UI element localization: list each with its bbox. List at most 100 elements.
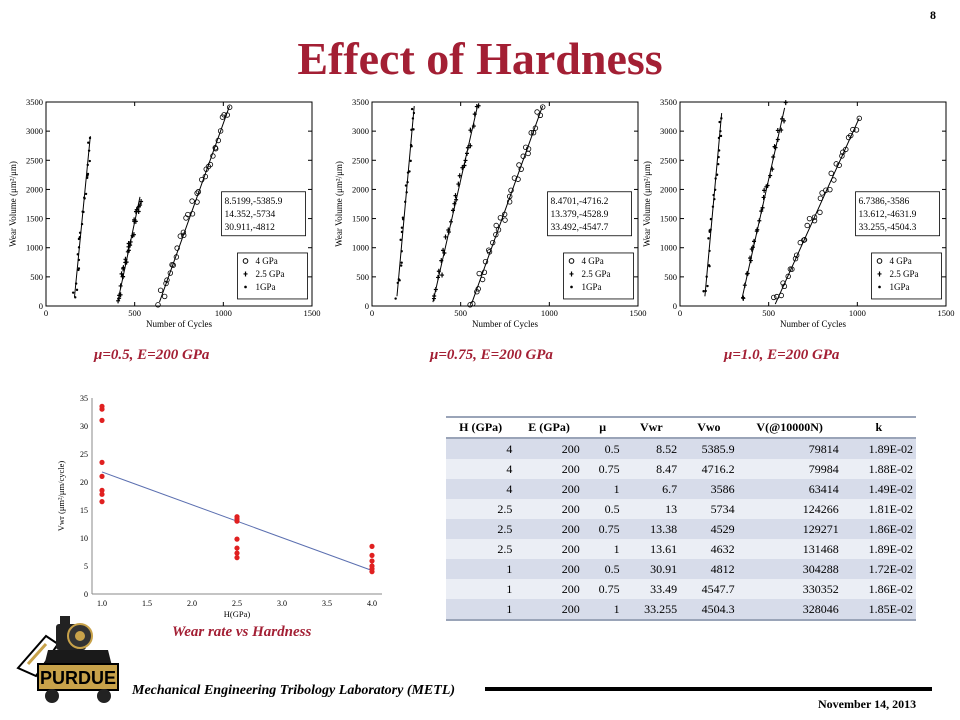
y-tick-label: 3500	[352, 97, 369, 107]
data-point	[797, 239, 803, 246]
y-tick-label: 25	[80, 450, 88, 459]
data-point	[120, 274, 125, 280]
data-point	[817, 195, 824, 202]
legend-marker	[244, 285, 247, 289]
table-cell: 200	[515, 479, 583, 499]
data-point	[77, 246, 81, 249]
data-point	[408, 170, 411, 173]
data-point	[465, 150, 470, 156]
data-point	[839, 153, 845, 159]
table-cell: 0.75	[582, 459, 623, 479]
header-modulus: E (GPa)	[515, 416, 583, 439]
data-point	[431, 296, 436, 302]
x-tick-label: 1000	[215, 308, 232, 318]
data-point	[157, 287, 164, 293]
y-tick-label: 30	[80, 422, 88, 431]
data-point	[128, 239, 133, 245]
data-point	[511, 175, 518, 181]
wear-rate-vs-hardness-plot: 0 5 10 15 20 25 30 35 1.0 1.5 2.0 2.5 3.0 3.5 4.0 H(GPa…	[56, 394, 382, 619]
data-point	[224, 112, 231, 118]
y-tick-label: 35	[80, 394, 88, 403]
y-tick-label: 1500	[660, 214, 677, 224]
y-tick-label: 2000	[352, 184, 369, 194]
data-point	[99, 473, 105, 479]
data-point	[486, 249, 493, 255]
table-cell: 33.255	[622, 599, 681, 621]
data-point	[840, 149, 846, 155]
table-cell: 200	[515, 519, 583, 539]
y-tick-label: 500	[664, 272, 677, 282]
data-point	[717, 149, 721, 152]
data-point	[116, 298, 121, 304]
table-cell: 131468	[737, 539, 842, 559]
data-point	[207, 161, 214, 168]
data-point	[476, 103, 481, 109]
data-point	[717, 155, 720, 159]
data-point	[77, 267, 81, 270]
data-point	[742, 282, 747, 288]
x-tick-label: 500	[762, 308, 775, 318]
table-cell: 1	[446, 559, 516, 579]
data-point	[463, 157, 468, 163]
x-tick-label: 1.5	[142, 599, 152, 608]
data-point	[442, 250, 447, 256]
data-point	[221, 112, 227, 118]
wear-volume-plot-mu-0-75: 0 500 1000 1500 2000 2500 3000 3500 0 500 1000 1500…	[334, 97, 647, 329]
y-tick-label: 3000	[26, 126, 43, 136]
data-point	[856, 115, 862, 122]
table-row: 4 200 0.75 8.47 4716.2 79984 1.88E-02	[446, 459, 916, 479]
data-point	[712, 193, 715, 197]
data-point	[772, 144, 777, 150]
table-cell: 1	[582, 599, 623, 621]
data-point	[189, 198, 195, 204]
data-point	[119, 271, 124, 277]
data-point	[771, 294, 777, 301]
x-tick-label: 0	[44, 308, 48, 318]
data-point	[490, 239, 496, 246]
table-row: 2.5 200 0.5 13 5734 124266 1.81E-02	[446, 499, 916, 519]
data-point	[768, 173, 773, 179]
table-cell: 200	[515, 459, 583, 479]
data-point	[804, 222, 810, 229]
data-point	[501, 211, 508, 218]
data-point	[741, 295, 746, 301]
data-point	[81, 210, 84, 213]
data-point	[99, 491, 105, 497]
data-point	[88, 159, 91, 163]
data-point	[456, 181, 461, 187]
data-point	[86, 172, 90, 176]
data-point	[474, 289, 480, 295]
data-point	[396, 281, 399, 285]
caption-plot-1: μ=0.5, E=200 GPa	[94, 347, 210, 363]
x-tick-label: 0	[370, 308, 374, 318]
data-point	[121, 265, 126, 271]
data-point	[217, 128, 224, 134]
data-point	[234, 545, 240, 551]
header-k: k	[841, 416, 916, 439]
data-point	[516, 162, 522, 168]
x-tick-label: 4.0	[367, 599, 377, 608]
legend-marker	[878, 285, 881, 289]
data-point	[711, 205, 715, 208]
data-point	[780, 116, 785, 122]
table-cell: 1.89E-02	[841, 539, 916, 559]
y-tick-label: 2000	[660, 184, 677, 194]
data-point	[234, 536, 240, 542]
fit-line	[159, 105, 230, 303]
data-point	[850, 126, 856, 133]
data-point	[400, 226, 404, 229]
legend-marker	[568, 258, 575, 264]
results-table: H (GPa) E (GPa) μ Vwr Vwo V(@10000N) k 4…	[446, 416, 916, 621]
data-point	[75, 288, 79, 292]
y-tick-label: 1000	[352, 243, 369, 253]
data-point	[401, 218, 405, 221]
table-cell: 79984	[737, 459, 842, 479]
x-tick-label: 1500	[304, 308, 321, 318]
table-cell: 0.5	[582, 559, 623, 579]
x-tick-label: 1500	[938, 308, 955, 318]
data-point	[234, 550, 240, 556]
legend-box	[237, 252, 308, 300]
data-point	[84, 192, 88, 196]
table-cell: 328046	[737, 599, 842, 621]
table-cell: 8.52	[622, 438, 681, 459]
